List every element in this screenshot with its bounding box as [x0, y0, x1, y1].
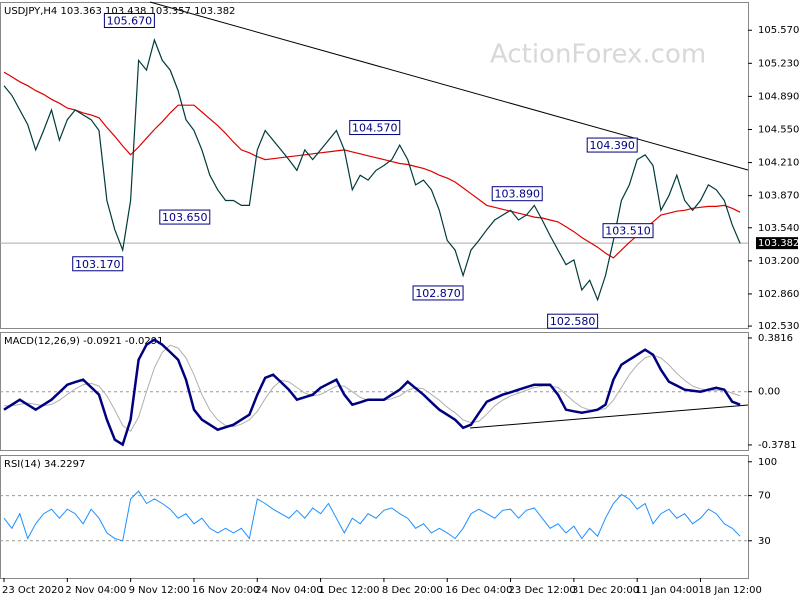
- y-tick-label: 105.230: [758, 58, 799, 69]
- y-tick-label: 105.570: [758, 25, 799, 36]
- trend-line: [149, 1, 749, 171]
- x-tick-label: 1 Dec 12:00: [319, 585, 380, 596]
- annotation-box: [72, 256, 124, 272]
- annotation-label: 104.570: [352, 122, 398, 135]
- price-frame: [0, 2, 749, 329]
- series-line: [3, 38, 741, 302]
- annotation-box: [491, 186, 543, 202]
- annotation-box: [586, 137, 638, 153]
- annotation-label: 103.170: [75, 258, 121, 271]
- y-tick-label: 102.530: [758, 321, 799, 332]
- x-tick-label: 24 Nov 04:00: [255, 585, 322, 596]
- annotation-label: 103.510: [605, 225, 651, 238]
- y-tick-label: 104.550: [758, 124, 799, 135]
- x-tick-label: 31 Dec 20:00: [572, 585, 639, 596]
- x-tick-label: 23 Dec 12:00: [509, 585, 576, 596]
- annotation-label: 103.890: [494, 188, 540, 201]
- annotation-box: [103, 12, 155, 28]
- annotation-box: [412, 285, 464, 301]
- last-price-label: 103.382: [758, 238, 799, 249]
- x-tick-label: 23 Oct 2020: [2, 585, 64, 596]
- rsi-frame: [0, 455, 749, 579]
- panel-title: USDJPY,H4 103.363 103.438 103.357 103.38…: [4, 6, 235, 17]
- x-tick-label: 18 Jan 12:00: [699, 585, 762, 596]
- x-tick-label: 11 Jan 04:00: [635, 585, 698, 596]
- y-tick-label: 102.860: [758, 289, 799, 300]
- annotation-label: 104.390: [589, 139, 635, 152]
- y-tick-label: 30: [758, 536, 771, 547]
- annotation-box: [602, 223, 654, 239]
- y-tick-label: 103.200: [758, 256, 799, 267]
- panel-title: RSI(14) 34.2297: [4, 459, 85, 470]
- x-tick-label: 9 Nov 12:00: [129, 585, 190, 596]
- y-tick-label: -0.3781: [758, 440, 797, 451]
- series-line: [3, 338, 741, 447]
- watermark: ActionForex.com: [490, 40, 706, 70]
- y-tick-label: 70: [758, 491, 771, 502]
- annotation-box: [349, 120, 401, 136]
- y-tick-label: 104.890: [758, 91, 799, 102]
- y-tick-label: 0.00: [758, 387, 780, 398]
- last-price-box: [756, 237, 798, 250]
- y-tick-label: 0.3816: [758, 333, 793, 344]
- x-tick-label: 16 Nov 20:00: [192, 585, 259, 596]
- annotation-label: 102.580: [550, 315, 596, 328]
- series-line: [3, 71, 741, 259]
- annotation-label: 103.650: [162, 211, 208, 224]
- x-tick-label: 16 Dec 04:00: [445, 585, 512, 596]
- annotation-box: [547, 313, 599, 329]
- y-tick-label: 103.870: [758, 191, 799, 202]
- series-line: [3, 490, 741, 542]
- y-tick-label: 103.540: [758, 223, 799, 234]
- x-tick-label: 2 Nov 04:00: [65, 585, 126, 596]
- annotation-label: 102.870: [415, 287, 461, 300]
- macd-trend-line: [469, 404, 749, 429]
- y-tick-label: 100: [758, 457, 777, 468]
- annotation-box: [159, 209, 211, 225]
- x-tick-label: 8 Dec 20:00: [382, 585, 443, 596]
- annotation-label: 105.670: [107, 14, 153, 27]
- panel-title: MACD(12,26,9) -0.0921 -0.0291: [4, 336, 164, 347]
- y-tick-label: 104.210: [758, 158, 799, 169]
